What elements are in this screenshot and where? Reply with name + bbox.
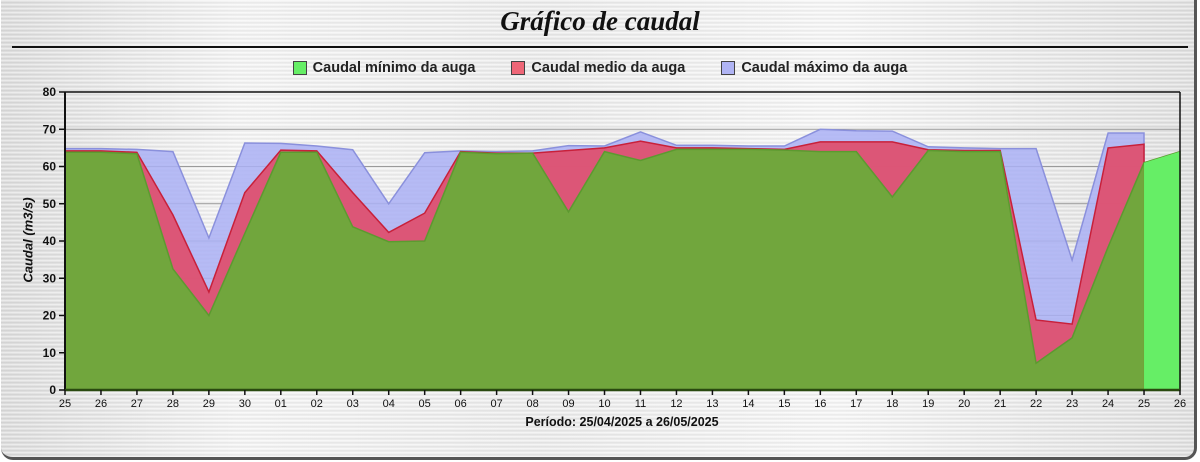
x-tick-label: 29 [203, 398, 215, 410]
legend-label-min: Caudal mínimo da auga [312, 60, 476, 76]
x-tick-label: 21 [994, 398, 1006, 410]
x-tick-label: 05 [419, 398, 431, 410]
y-tick-label: 30 [43, 271, 57, 285]
y-tick-label: 0 [49, 383, 56, 397]
x-tick-label: 26 [95, 398, 107, 410]
x-tick-label: 03 [347, 398, 359, 410]
chart-title: Gráfico de caudal [500, 6, 700, 36]
x-tick-label: 26 [1174, 398, 1186, 410]
x-tick-label: 18 [886, 398, 898, 410]
legend-swatch-max [721, 61, 736, 75]
y-tick-label: 70 [43, 122, 57, 136]
title-divider [12, 46, 1188, 48]
x-tick-label: 06 [455, 398, 467, 410]
x-tick-label: 16 [814, 398, 826, 410]
x-tick-label: 13 [706, 398, 718, 410]
legend-item-medio[interactable]: Caudal medio da auga [511, 60, 685, 76]
legend: Caudal mínimo da auga Caudal medio da au… [0, 60, 1200, 76]
y-tick-label: 20 [43, 309, 57, 323]
y-tick-label: 50 [43, 197, 57, 211]
x-tick-label: 12 [670, 398, 682, 410]
x-tick-label: 24 [1102, 398, 1114, 410]
y-tick-label: 60 [43, 160, 57, 174]
x-tick-label: 25 [59, 398, 71, 410]
x-tick-label: 23 [1066, 398, 1078, 410]
x-tick-label: 04 [383, 398, 395, 410]
x-tick-label: 02 [311, 398, 323, 410]
x-tick-label: 22 [1030, 398, 1042, 410]
x-tick-label: 01 [275, 398, 287, 410]
x-tick-label: 14 [742, 398, 754, 410]
area-minimo-tail [1144, 151, 1180, 390]
x-tick-label: 17 [850, 398, 862, 410]
axes: 0 10 20 30 40 50 60 70 80 25 26 27 28 29 30 01 02 03 04 05 0… [43, 85, 1186, 410]
x-tick-label: 11 [635, 398, 646, 410]
y-tick-label: 80 [43, 85, 57, 99]
x-tick-label: 10 [598, 398, 610, 410]
area-mínimo [64, 148, 1181, 391]
y-tick-label: 10 [43, 346, 57, 360]
area-series [64, 128, 1181, 391]
legend-label-max: Caudal máximo da auga [741, 60, 908, 76]
x-tick-label: 09 [562, 398, 574, 410]
x-tick-label: 07 [490, 398, 502, 410]
x-tick-label: 28 [167, 398, 179, 410]
y-tick-label: 40 [43, 234, 57, 248]
x-tick-label: 19 [922, 398, 934, 410]
x-tick-label: 27 [131, 398, 143, 410]
legend-swatch-medio [511, 61, 526, 75]
legend-item-min[interactable]: Caudal mínimo da auga [292, 60, 476, 76]
x-tick-label: 25 [1138, 398, 1150, 410]
legend-item-max[interactable]: Caudal máximo da auga [721, 60, 907, 76]
legend-swatch-min [292, 61, 307, 75]
legend-label-medio: Caudal medio da auga [531, 60, 686, 76]
x-tick-label: 08 [526, 398, 538, 410]
x-axis-label: Período: 25/04/2025 a 26/05/2025 [525, 415, 719, 429]
x-tick-label: 15 [778, 398, 790, 410]
x-tick-label: 20 [958, 398, 970, 410]
x-tick-label: 30 [239, 398, 251, 410]
